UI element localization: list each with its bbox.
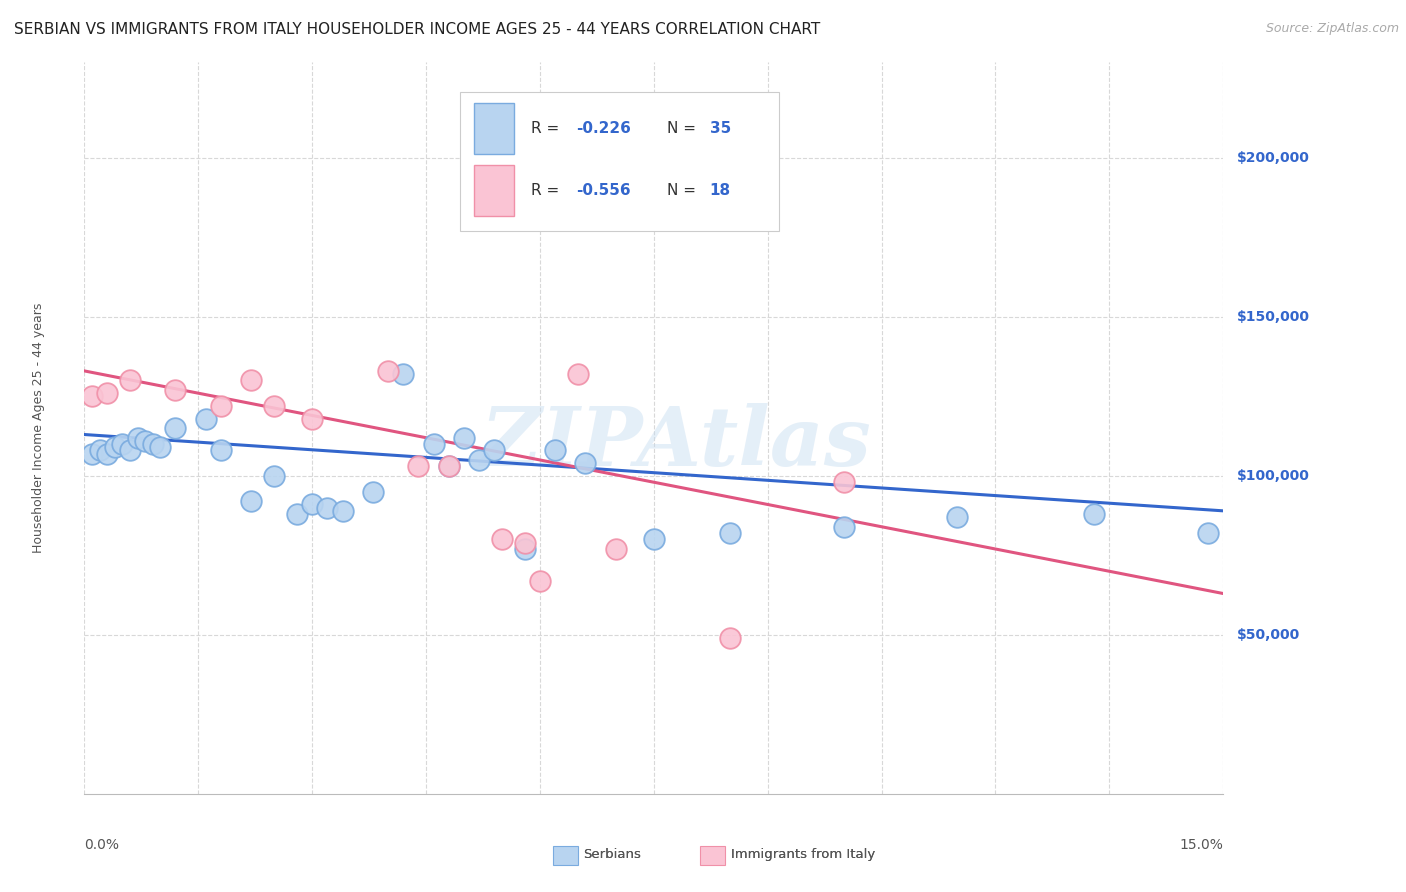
Text: $200,000: $200,000 xyxy=(1237,151,1310,165)
Point xyxy=(491,533,513,547)
Point xyxy=(408,459,430,474)
Point xyxy=(453,431,475,445)
Point xyxy=(80,389,103,403)
Point xyxy=(209,399,232,413)
Point xyxy=(89,443,111,458)
Text: Serbians: Serbians xyxy=(583,848,641,861)
Point xyxy=(316,500,339,515)
Point xyxy=(392,367,415,381)
Text: 15.0%: 15.0% xyxy=(1180,838,1223,852)
Point xyxy=(377,364,399,378)
Text: -0.556: -0.556 xyxy=(576,183,631,198)
FancyBboxPatch shape xyxy=(460,92,779,231)
Text: Source: ZipAtlas.com: Source: ZipAtlas.com xyxy=(1265,22,1399,36)
Text: N =: N = xyxy=(668,120,702,136)
Point xyxy=(240,374,263,388)
Point xyxy=(718,631,741,645)
Point xyxy=(605,541,627,556)
Point xyxy=(127,431,149,445)
Point xyxy=(240,494,263,508)
Point xyxy=(437,459,460,474)
Point xyxy=(567,367,589,381)
Text: R =: R = xyxy=(531,120,564,136)
Point xyxy=(165,383,187,397)
Point xyxy=(96,447,118,461)
Text: Immigrants from Italy: Immigrants from Italy xyxy=(731,848,876,861)
Point xyxy=(643,533,665,547)
Text: Immigrants from Italy: Immigrants from Italy xyxy=(731,848,876,861)
Point xyxy=(361,484,384,499)
Point xyxy=(1197,526,1219,541)
Point xyxy=(285,507,308,521)
Point xyxy=(574,456,596,470)
Point xyxy=(80,447,103,461)
Point xyxy=(134,434,156,448)
Point xyxy=(111,437,134,451)
Text: R =: R = xyxy=(531,183,564,198)
Point xyxy=(165,421,187,435)
Point xyxy=(142,437,165,451)
Text: 18: 18 xyxy=(710,183,731,198)
Point xyxy=(104,440,127,454)
Text: $50,000: $50,000 xyxy=(1237,628,1301,642)
Point xyxy=(96,386,118,401)
Text: SERBIAN VS IMMIGRANTS FROM ITALY HOUSEHOLDER INCOME AGES 25 - 44 YEARS CORRELATI: SERBIAN VS IMMIGRANTS FROM ITALY HOUSEHO… xyxy=(14,22,820,37)
Point xyxy=(332,504,354,518)
Point xyxy=(832,475,855,490)
Point xyxy=(118,374,141,388)
Point xyxy=(468,453,491,467)
FancyBboxPatch shape xyxy=(474,103,513,153)
Point xyxy=(946,510,969,524)
Point xyxy=(832,520,855,534)
Point xyxy=(301,498,323,512)
Point xyxy=(529,574,551,588)
Point xyxy=(263,399,285,413)
Text: $150,000: $150,000 xyxy=(1237,310,1310,324)
Text: ZIPAtlas: ZIPAtlas xyxy=(481,403,872,483)
Text: Serbians: Serbians xyxy=(583,848,641,861)
Point xyxy=(149,440,172,454)
Text: N =: N = xyxy=(668,183,702,198)
Text: 0.0%: 0.0% xyxy=(84,838,120,852)
Point xyxy=(513,541,536,556)
Point xyxy=(263,468,285,483)
Text: Householder Income Ages 25 - 44 years: Householder Income Ages 25 - 44 years xyxy=(32,303,45,553)
Point xyxy=(513,535,536,549)
FancyBboxPatch shape xyxy=(474,165,513,216)
Point xyxy=(209,443,232,458)
Text: -0.226: -0.226 xyxy=(576,120,631,136)
Text: 35: 35 xyxy=(710,120,731,136)
Point xyxy=(544,443,567,458)
Point xyxy=(194,411,217,425)
Point xyxy=(118,443,141,458)
Text: $100,000: $100,000 xyxy=(1237,469,1310,483)
Point xyxy=(1083,507,1105,521)
Point xyxy=(422,437,444,451)
Point xyxy=(301,411,323,425)
Point xyxy=(484,443,506,458)
Point xyxy=(437,459,460,474)
Point xyxy=(718,526,741,541)
